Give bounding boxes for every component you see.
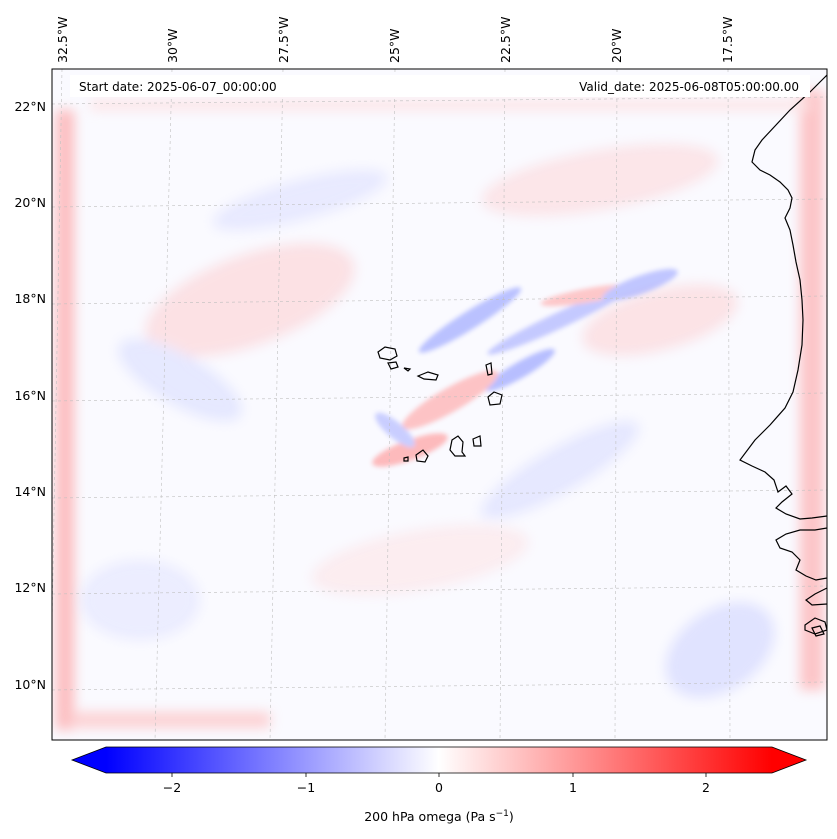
latitude-labels: 22°N 20°N 18°N 16°N 14°N 12°N 10°N xyxy=(14,99,46,692)
santo-antao xyxy=(377,346,398,361)
colorbar-tick: 2 xyxy=(702,780,710,795)
longitude-labels: 32.5°W 30°W 27.5°W 25°W 22.5°W 20°W 17.5… xyxy=(55,17,735,63)
colorbar-label: 200 hPa omega (Pa s−1) xyxy=(364,809,514,824)
lat-label: 22°N xyxy=(14,99,46,114)
lon-label: 32.5°W xyxy=(55,17,70,63)
lon-label: 30°W xyxy=(165,28,180,63)
colorbar-body xyxy=(106,747,772,773)
guinea-coast xyxy=(804,587,827,606)
colorbar-outline xyxy=(70,746,808,774)
lat-label: 16°N xyxy=(14,388,46,403)
lon-label: 17.5°W xyxy=(720,17,735,63)
coastlines xyxy=(377,74,827,637)
map-frame xyxy=(51,68,828,741)
bijagos xyxy=(811,625,825,637)
colorbar-tick: 0 xyxy=(435,780,443,795)
lon-label: 22.5°W xyxy=(498,17,513,63)
sao-nicolau xyxy=(416,371,439,381)
info-box xyxy=(70,75,810,97)
lat-label: 10°N xyxy=(14,677,46,692)
map-panel: Start date: 2025-06-07_00:00:00 Valid_da… xyxy=(51,68,828,741)
colorbar-tick: 1 xyxy=(569,780,577,795)
maio xyxy=(472,435,482,447)
lon-label: 27.5°W xyxy=(276,17,291,63)
colorbar-extend-high xyxy=(772,747,806,773)
colorbar: −2 −1 0 1 2 200 hPa omega (Pa s−1) xyxy=(70,746,808,824)
sal xyxy=(485,362,493,376)
lat-label: 12°N xyxy=(14,580,46,595)
gridlines xyxy=(52,69,827,740)
brava xyxy=(403,456,409,462)
colorbar-tick: −1 xyxy=(297,780,315,795)
omega-field xyxy=(56,90,824,730)
valid-date-label: Valid_date: 2025-06-08T05:00:00.00 xyxy=(579,80,799,94)
sao-vicente xyxy=(387,361,399,370)
guinea-islands xyxy=(804,617,827,635)
colorbar-tick: −2 xyxy=(163,780,181,795)
senegambia-coast xyxy=(775,527,827,581)
santiago xyxy=(449,435,467,457)
lat-label: 14°N xyxy=(14,484,46,499)
boa-vista xyxy=(487,391,503,406)
africa-coastline xyxy=(739,74,827,520)
fogo xyxy=(415,449,429,463)
lat-label: 20°N xyxy=(14,195,46,210)
santa-luzia xyxy=(403,367,412,372)
lat-label: 18°N xyxy=(14,291,46,306)
colorbar-extend-low xyxy=(72,747,106,773)
start-date-label: Start date: 2025-06-07_00:00:00 xyxy=(79,80,277,94)
lon-label: 20°W xyxy=(609,28,624,63)
lon-label: 25°W xyxy=(387,28,402,63)
